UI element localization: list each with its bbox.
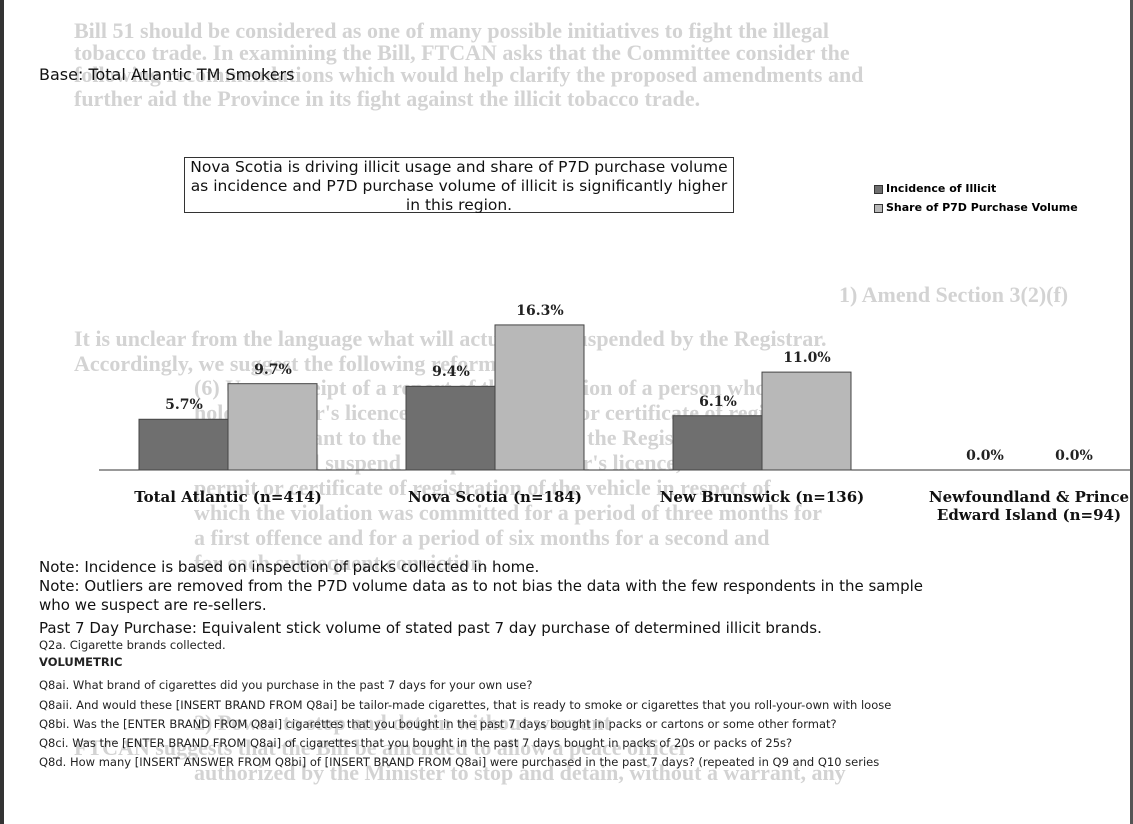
bleed-line: permit or certificate of registration of… [194, 475, 771, 500]
note: Note: Incidence is based on inspection o… [39, 558, 540, 576]
category-label: Newfoundland & Prince Edward Island (n=9… [928, 488, 1130, 524]
bar [405, 385, 496, 471]
bleed-line: 2) Power to stop and detain without warr… [194, 710, 611, 735]
question: Q8ci. Was the [ENTER BRAND FROM Q8ai] of… [39, 736, 793, 750]
bleed-line: It is unclear from the language what wil… [74, 326, 827, 351]
bleed-line: 1) Amend Section 3(2)(f) [839, 282, 1069, 307]
category-label: New Brunswick (n=136) [659, 488, 865, 506]
value-label: 9.7% [254, 361, 292, 378]
bleed-line: for each subsequent conviction. [194, 550, 489, 575]
bar [672, 415, 763, 471]
value-label: 0.0% [966, 448, 1004, 464]
bar [761, 371, 852, 471]
question: VOLUMETRIC [39, 655, 123, 669]
value-label: 9.4% [432, 364, 470, 381]
chart [99, 324, 1130, 471]
legend-swatch [874, 203, 883, 213]
question: Q2a. Cigarette brands collected. [39, 638, 226, 652]
value-label: 16.3% [516, 302, 564, 319]
legend-swatch [874, 184, 883, 194]
bleed-line: further aid the Province in its fight ag… [74, 86, 701, 111]
question: Q8bi. Was the [ENTER BRAND FROM Q8ai] ci… [39, 717, 837, 731]
bleed-line: tobacco trade. In examining the Bill, FT… [74, 40, 850, 65]
note: who we suspect are re-sellers. [39, 596, 267, 614]
bleed-line: authorized by the Minister to stop and d… [194, 760, 846, 785]
bar [138, 418, 229, 471]
note: Past 7 Day Purchase: Equivalent stick vo… [39, 619, 822, 637]
bleed-line: following recommendations which would he… [74, 62, 864, 87]
value-label: 5.7% [165, 397, 203, 414]
question: Q8aii. And would these [INSERT BRAND FRO… [39, 698, 892, 712]
category-label: Total Atlantic (n=414) [134, 488, 322, 506]
legend-entry: Incidence of Illicit [874, 182, 1130, 195]
callout: Nova Scotia is driving illicit usage and… [184, 157, 734, 214]
question: Q8d. How many [INSERT ANSWER FROM Q8bi] … [39, 755, 880, 769]
value-label: 11.0% [783, 350, 831, 367]
bleed-line: Bill 51 should be considered as one of m… [74, 18, 829, 43]
legend-label: Share of P7D Purchase Volume [886, 201, 1078, 214]
legend-label: Incidence of Illicit [886, 182, 997, 195]
bleed-line: Accordingly, we suggest the following re… [74, 351, 570, 376]
question: Q8ai. What brand of cigarettes did you p… [39, 678, 533, 692]
category-label: Nova Scotia (n=184) [408, 488, 582, 506]
note: Note: Outliers are removed from the P7D … [39, 577, 924, 595]
bar [494, 324, 585, 471]
value-label: 0.0% [1055, 448, 1093, 464]
value-label: 6.1% [699, 393, 737, 410]
base-label: Base: Total Atlantic TM Smokers [39, 65, 295, 84]
bleed-line: FTCAN suggests that the Bill be amended … [74, 735, 689, 760]
legend-entry: Share of P7D Purchase Volume [874, 201, 1130, 214]
bleed-line: a first offence and for a period of six … [194, 525, 770, 550]
bar [227, 383, 318, 471]
legend: Incidence of Illicit Share of P7D Purchas… [874, 182, 1130, 222]
bleed-line: which the violation was committed for a … [194, 500, 822, 525]
